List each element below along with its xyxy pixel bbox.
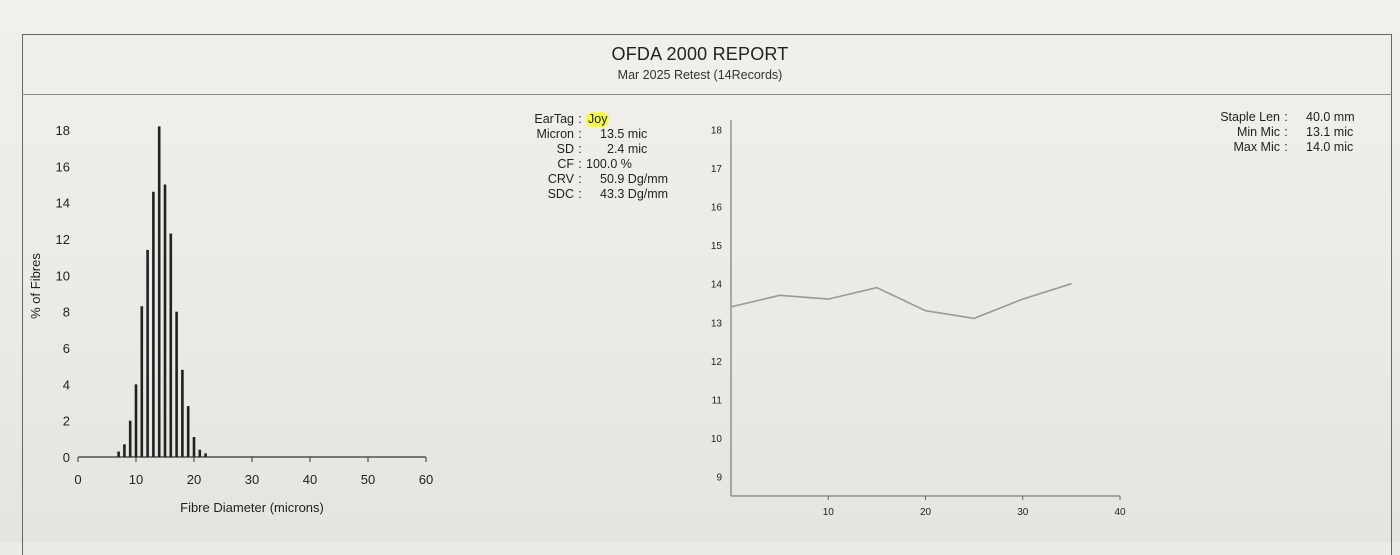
stat-separator: : [1284,140,1288,154]
line-chart-y-tick-label: 13 [711,318,723,329]
report-sheet [0,0,1400,542]
histogram-bar [152,191,155,457]
histogram-bar [146,249,149,457]
histogram-bar [175,311,178,457]
stat-label: EarTag [534,112,574,126]
histogram-bar [117,451,120,457]
stat-value: Joy [586,112,610,127]
line-chart-y-tick-label: 14 [711,280,723,291]
histogram-x-tick-label: 30 [245,472,259,487]
stat-separator: : [578,172,582,186]
line-chart-y-tick-label: 12 [711,357,723,368]
stat-value: 14.0 mic [1306,140,1354,154]
stat-separator: : [578,187,582,201]
histogram-y-tick-label: 8 [63,305,70,320]
histogram-bar [186,406,190,457]
histogram-x-tick-label: 20 [187,472,201,487]
micron-profile-line-chart: 9 10 11 12 13 14 15 16 17 18 10 20 30 40 [711,120,1126,518]
report-frame [22,34,1392,555]
histogram-bar [198,449,202,457]
histogram-bar [134,384,138,457]
stat-separator: : [578,112,582,126]
histogram-bar [128,420,132,457]
line-chart-x-tick-label: 20 [920,507,932,518]
stat-row: SD: 2.4 mic [488,142,668,157]
header-divider [22,94,1392,95]
stat-label: Micron [536,127,574,141]
histogram-bar [169,233,173,457]
stat-label: CRV [547,172,574,186]
stat-value: 13.1 mic [1306,125,1354,139]
stat-label: Min Mic [1236,125,1280,139]
histogram-y-tick-label: 0 [63,450,70,465]
stat-label: SD [556,142,574,156]
line-chart-series-line [730,282,1072,320]
line-chart-y-tick-label: 9 [716,473,722,484]
fibre-diameter-histogram: % of Fibres Fibre Diameter (microns) 0 10… [28,123,433,515]
stats-left: EarTag: Joy Micron: 13.5 mic SD: 2.4 mic CF… [488,112,668,202]
stat-value: 43.3 Dg/mm [600,187,669,201]
stat-row: Min Mic: 13.1 mic [1160,125,1355,140]
stat-row: SDC: 43.3 Dg/mm [488,187,669,202]
stat-label: Max Mic [1233,140,1280,154]
stat-value: 50.9 Dg/mm [600,172,669,186]
stat-row: CRV: 50.9 Dg/mm [488,172,668,187]
stat-row: Micron: 13.5 mic [488,127,668,142]
line-chart-x-tick-label: 30 [1017,507,1029,518]
line-chart-y-tick-label: 17 [711,164,723,175]
stat-label: SDC [547,187,574,201]
histogram-bar [192,437,196,457]
line-chart-x-tick-label: 40 [1114,507,1126,518]
stat-row: Max Mic: 14.0 mic [1160,140,1355,155]
stat-label: CF [557,157,574,171]
histogram-bar [123,444,126,457]
histogram-y-tick-label: 4 [63,377,70,392]
histogram-x-tick-label: 50 [361,472,375,487]
histogram-bar [163,184,167,457]
stat-separator: : [578,157,582,171]
histogram-y-tick-label: 10 [56,268,70,283]
line-chart-y-tick-label: 16 [711,203,723,214]
stat-label: Staple Len [1220,110,1280,124]
histogram-ylabel: % of Fibres [28,253,43,319]
stat-value: 2.4 mic [607,142,648,156]
line-chart-y-tick-label: 10 [711,434,723,445]
histogram-x-tick-label: 60 [419,472,433,487]
stat-separator: : [1284,125,1288,139]
stat-separator: : [578,127,582,141]
stat-separator: : [578,142,582,156]
stat-row: CF:100.0 % [488,157,668,172]
line-chart-x-tick-label: 10 [823,507,835,518]
histogram-y-tick-label: 14 [56,196,70,211]
histogram-y-tick-label: 6 [63,341,70,356]
stat-separator: : [1284,110,1288,124]
histogram-y-tick-label: 2 [63,414,70,429]
stat-row: EarTag: Joy [488,112,668,127]
histogram-xlabel: Fibre Diameter (microns) [180,500,324,515]
histogram-x-tick-label: 40 [303,472,317,487]
stat-row: Staple Len: 40.0 mm [1160,110,1355,125]
stat-value: 13.5 mic [600,127,648,141]
stats-right: Staple Len: 40.0 mm Min Mic: 13.1 mic Max … [1160,110,1355,155]
stat-value: 40.0 mm [1306,110,1355,124]
histogram-y-tick-label: 18 [56,123,70,138]
stat-value: 100.0 % [586,157,632,171]
histogram-bar [157,126,161,457]
histogram-y-tick-label: 12 [56,232,70,247]
line-chart-y-tick-label: 11 [712,396,723,407]
histogram-x-tick-label: 0 [74,472,81,487]
histogram-bar [204,453,207,457]
histogram-x-tick-label: 10 [129,472,143,487]
line-chart-y-tick-label: 15 [711,241,723,252]
line-chart-y-tick-label: 18 [711,125,723,136]
histogram-y-tick-label: 16 [56,159,70,174]
report-title: OFDA 2000 REPORT [611,44,789,64]
report-subtitle: Mar 2025 Retest (14Records) [617,68,783,82]
histogram-bar [140,306,144,457]
histogram-bar [181,369,184,457]
